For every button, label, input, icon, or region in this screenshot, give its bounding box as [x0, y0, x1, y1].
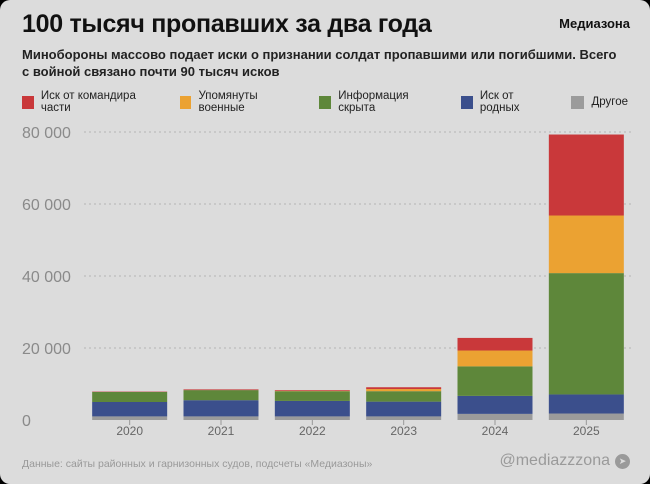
bar-segment [548, 394, 624, 414]
x-tick-label: 2020 [116, 424, 143, 438]
bar-segment [274, 391, 350, 401]
bar-segment [92, 416, 168, 420]
legend-swatch [461, 95, 473, 109]
bar-segment [548, 273, 624, 395]
bar-segment [274, 390, 350, 391]
legend: Иск от командира части Упомянуты военные И… [22, 90, 650, 114]
legend-swatch [319, 95, 332, 109]
legend-item: Другое [571, 90, 628, 114]
bar-segment [183, 416, 259, 420]
bar-segment [274, 400, 350, 417]
y-tick-label: 40 000 [22, 269, 71, 286]
bar-segment [366, 391, 442, 402]
bar-segment [274, 416, 350, 420]
social-handle: @mediazzzona ➤ [499, 452, 630, 470]
bar-segment [366, 387, 442, 390]
legend-label: Другое [591, 96, 628, 108]
y-tick-label: 20 000 [22, 341, 71, 358]
bar-segment [548, 413, 624, 420]
legend-label: Иск от командира части [40, 90, 136, 114]
bar-segment [366, 389, 442, 392]
bar-segment [457, 337, 533, 351]
bar-segment [183, 400, 259, 417]
x-tick-label: 2025 [573, 424, 600, 438]
bar-segment [92, 402, 168, 417]
x-tick-label: 2022 [299, 424, 326, 438]
legend-label: Упомянуты военные [198, 90, 258, 114]
bar-segment [366, 401, 442, 417]
bar-segment [548, 215, 624, 274]
bar-segment [457, 366, 533, 396]
y-tick-label: 80 000 [22, 125, 71, 142]
bar-segment [366, 416, 442, 420]
bar-segment [457, 395, 533, 414]
legend-swatch [571, 95, 585, 109]
legend-item: Упомянуты военные [179, 90, 298, 114]
bar-segment [457, 350, 533, 367]
bar-segment [457, 413, 533, 420]
bar-segment [548, 134, 624, 216]
legend-item: Иск от родных [461, 90, 549, 114]
y-tick-label: 60 000 [22, 197, 71, 214]
x-tick-label: 2021 [208, 424, 235, 438]
bar-segment [183, 389, 259, 391]
x-tick-label: 2023 [390, 424, 417, 438]
legend-item: Иск от командира части [22, 90, 158, 114]
y-tick-label: 0 [22, 413, 31, 430]
brand-logo: Медиазона [559, 16, 630, 31]
legend-label: Иск от родных [479, 90, 520, 114]
source-note: Данные: сайты районных и гарнизонных суд… [22, 458, 373, 470]
bar-segment [92, 391, 168, 402]
legend-item: Информация скрыта [319, 90, 439, 114]
legend-label: Информация скрыта [338, 90, 409, 114]
legend-swatch [179, 95, 192, 109]
x-tick-label: 2024 [482, 424, 509, 438]
telegram-icon: ➤ [615, 453, 630, 469]
handle-text: @mediazzzona [499, 452, 610, 469]
bar-segment [183, 390, 259, 401]
legend-swatch [22, 95, 34, 109]
chart-title: 100 тысяч пропавших за два года [22, 10, 432, 38]
chart-subtitle: Минобороны массово подает иски о признан… [22, 47, 617, 79]
